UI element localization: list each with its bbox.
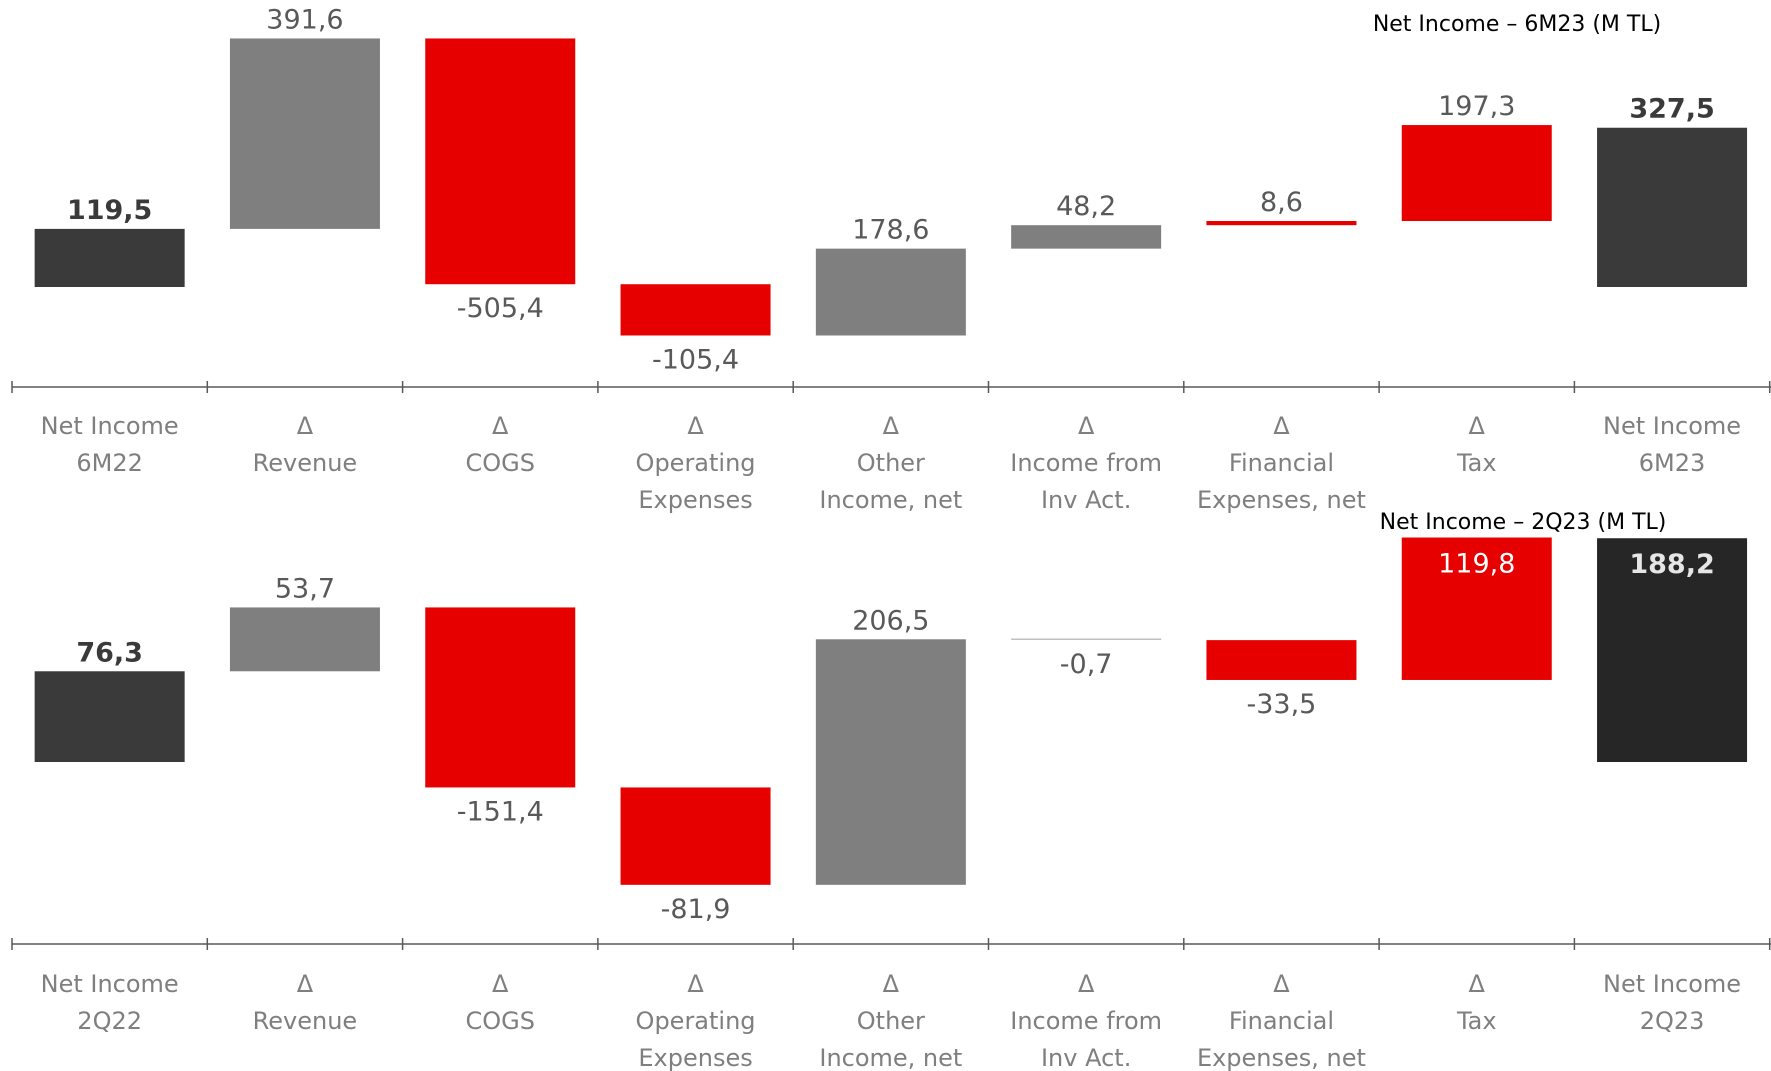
top-value-label-2: -505,4 [457, 293, 544, 324]
bottom-category-label-5-0: Δ [1078, 970, 1095, 998]
top-value-label-5: 48,2 [1056, 191, 1116, 222]
bottom-category-label-2-1: COGS [466, 1007, 535, 1035]
bottom-category-label-7-0: Δ [1469, 970, 1486, 998]
top-category-label-3-0: Δ [687, 412, 704, 440]
bottom-value-label-1: 53,7 [275, 573, 335, 604]
top-category-label-7-1: Tax [1456, 449, 1497, 477]
bottom-category-label-2-0: Δ [492, 970, 509, 998]
top-category-label-3-1: Operating [636, 449, 756, 477]
bottom-bar-4 [815, 639, 966, 885]
bottom-bar-1 [229, 607, 380, 672]
top-category-label-5-0: Δ [1078, 412, 1095, 440]
bottom-value-label-7: 119,8 [1438, 549, 1515, 580]
bottom-bar-3 [620, 787, 771, 885]
top-category-label-4-1: Other [857, 449, 925, 477]
bottom-category-label-5-2: Inv Act. [1041, 1044, 1131, 1071]
bottom-value-label-8: 188,2 [1629, 549, 1714, 580]
top-value-label-0: 119,5 [67, 195, 152, 226]
bottom-value-label-0: 76,3 [76, 637, 143, 668]
bottom-category-label-7-1: Tax [1456, 1007, 1497, 1035]
top-bar-0 [34, 228, 185, 287]
top-value-label-1: 391,6 [266, 4, 343, 35]
top-bar-3 [620, 284, 771, 336]
chart-title-6m23: Net Income – 6M23 (M TL) [1373, 12, 1661, 37]
bottom-category-label-6-1: Financial [1229, 1007, 1334, 1035]
top-category-label-1-0: Δ [297, 412, 314, 440]
top-category-label-0-0: Net Income [41, 412, 179, 440]
bottom-value-label-2: -151,4 [457, 796, 544, 827]
top-bar-6 [1206, 221, 1357, 226]
top-bar-7 [1401, 125, 1552, 222]
chart-title-2q23: Net Income – 2Q23 (M TL) [1380, 510, 1667, 535]
bottom-category-label-3-2: Expenses [638, 1044, 752, 1071]
bottom-category-label-8-1: 2Q23 [1640, 1007, 1705, 1035]
bottom-category-label-4-1: Other [857, 1007, 925, 1035]
top-category-label-5-2: Inv Act. [1041, 486, 1131, 514]
top-bar-1 [229, 38, 380, 229]
top-value-label-8: 327,5 [1629, 94, 1714, 125]
bottom-bar-8 [1597, 538, 1748, 762]
bottom-value-label-5: -0,7 [1060, 649, 1113, 680]
top-bar-5 [1011, 225, 1162, 249]
top-category-label-1-1: Revenue [253, 449, 358, 477]
bottom-category-label-1-1: Revenue [253, 1007, 358, 1035]
bottom-category-label-3-1: Operating [636, 1007, 756, 1035]
top-category-label-6-0: Δ [1273, 412, 1290, 440]
bottom-value-label-6: -33,5 [1247, 689, 1317, 720]
top-category-label-6-2: Expenses, net [1197, 486, 1366, 514]
bottom-category-label-5-1: Income from [1010, 1007, 1162, 1035]
top-bar-4 [815, 248, 966, 336]
bottom-category-label-6-2: Expenses, net [1197, 1044, 1366, 1071]
bottom-category-label-0-0: Net Income [41, 970, 179, 998]
bottom-category-label-6-0: Δ [1273, 970, 1290, 998]
bottom-category-label-0-1: 2Q22 [77, 1007, 142, 1035]
bottom-category-label-8-0: Net Income [1603, 970, 1741, 998]
bottom-value-label-4: 206,5 [852, 605, 929, 636]
bottom-value-label-3: -81,9 [661, 894, 731, 925]
bottom-bar-2 [425, 607, 576, 788]
top-value-label-6: 8,6 [1260, 187, 1303, 218]
top-category-label-8-1: 6M23 [1639, 449, 1706, 477]
bottom-category-label-4-2: Income, net [819, 1044, 962, 1071]
bottom-category-label-4-0: Δ [883, 970, 900, 998]
top-category-label-5-1: Income from [1010, 449, 1162, 477]
waterfall-2q23: 76,3 Net Income 2Q22 53,7 Δ Revenue -151,4 Δ COG… [11, 537, 1771, 1071]
top-category-label-6-1: Financial [1229, 449, 1334, 477]
top-bar-8 [1597, 127, 1748, 287]
top-value-label-4: 178,6 [852, 215, 929, 246]
bottom-bar-0 [34, 671, 185, 762]
top-category-label-8-0: Net Income [1603, 412, 1741, 440]
top-category-label-2-0: Δ [492, 412, 509, 440]
top-category-label-4-2: Income, net [819, 486, 962, 514]
top-category-label-2-1: COGS [466, 449, 535, 477]
bottom-category-label-1-0: Δ [297, 970, 314, 998]
top-category-label-7-0: Δ [1469, 412, 1486, 440]
top-category-label-0-1: 6M22 [76, 449, 143, 477]
bottom-category-label-3-0: Δ [687, 970, 704, 998]
bottom-bar-7 [1401, 537, 1552, 680]
top-category-label-4-0: Δ [883, 412, 900, 440]
top-value-label-3: -105,4 [652, 344, 739, 375]
top-bar-2 [425, 38, 576, 285]
top-value-label-7: 197,3 [1438, 91, 1515, 122]
top-category-label-3-2: Expenses [638, 486, 752, 514]
bottom-bar-6 [1206, 640, 1357, 680]
